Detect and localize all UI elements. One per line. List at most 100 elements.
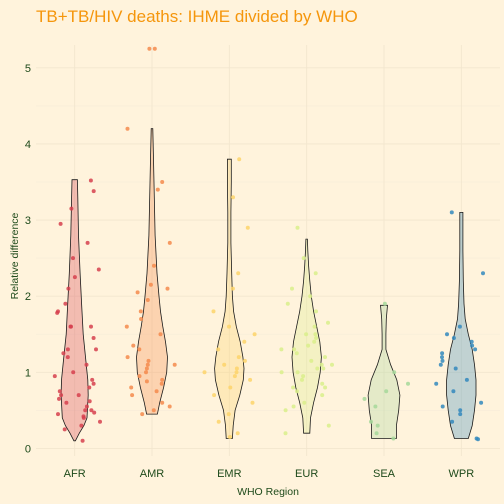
point-sea <box>382 301 387 306</box>
point-amr <box>131 343 136 348</box>
point-afr <box>64 400 69 405</box>
point-eur <box>312 339 317 344</box>
point-afr <box>84 362 89 367</box>
point-eur <box>302 400 307 405</box>
point-eur <box>283 431 288 436</box>
y-tick-label: 1 <box>25 367 31 379</box>
point-emr <box>234 366 239 371</box>
point-wpr <box>481 271 485 276</box>
point-sea <box>384 389 389 394</box>
point-emr <box>222 362 227 367</box>
point-eur <box>279 347 284 352</box>
point-amr <box>155 187 160 192</box>
point-emr <box>216 419 221 424</box>
point-emr <box>216 347 221 352</box>
violin-eur <box>291 238 322 434</box>
point-amr <box>140 412 145 417</box>
point-wpr <box>458 408 463 413</box>
point-wpr <box>440 355 444 360</box>
point-eur <box>312 324 317 329</box>
point-amr <box>137 374 142 379</box>
chart-title: TB+TB/HIV deaths: IHME divided by WHO <box>36 7 358 26</box>
point-afr <box>91 381 96 386</box>
point-afr <box>80 438 85 443</box>
point-sea <box>373 404 378 409</box>
point-sea <box>369 419 373 424</box>
point-sea <box>375 423 380 428</box>
point-eur <box>301 374 306 379</box>
point-afr <box>81 414 86 419</box>
point-afr <box>76 393 81 398</box>
point-amr <box>129 385 134 390</box>
point-eur <box>300 377 304 382</box>
point-amr <box>125 126 130 131</box>
point-emr <box>212 393 217 398</box>
point-afr <box>66 286 71 291</box>
point-amr <box>138 309 143 314</box>
point-eur <box>313 332 318 337</box>
point-emr <box>250 400 255 405</box>
point-amr <box>147 46 152 51</box>
point-wpr <box>440 358 445 363</box>
point-afr <box>90 377 95 382</box>
point-eur <box>320 393 325 398</box>
point-amr <box>151 408 156 413</box>
point-afr <box>83 408 88 413</box>
point-emr <box>237 157 242 162</box>
point-afr <box>96 267 101 272</box>
point-amr <box>137 347 142 352</box>
x-axis-label: WHO Region <box>237 486 299 498</box>
point-afr <box>59 393 64 398</box>
point-wpr <box>449 210 454 215</box>
point-amr <box>154 389 159 394</box>
point-eur <box>279 370 284 375</box>
x-tick-label: AFR <box>64 468 86 480</box>
violin-afr <box>60 179 89 442</box>
point-emr <box>245 225 250 230</box>
point-afr <box>85 240 90 245</box>
point-wpr <box>473 347 478 352</box>
point-wpr <box>464 377 469 382</box>
point-afr <box>55 310 60 315</box>
point-emr <box>232 374 237 379</box>
point-afr <box>69 206 74 211</box>
point-afr <box>79 423 84 428</box>
grid <box>36 45 500 456</box>
point-eur <box>315 366 320 371</box>
point-afr <box>65 347 70 352</box>
point-amr <box>125 355 130 360</box>
point-amr <box>144 366 149 371</box>
point-wpr <box>469 339 474 344</box>
y-tick-label: 4 <box>25 139 31 151</box>
point-sea <box>374 431 379 436</box>
point-amr <box>165 286 170 291</box>
violin-amr <box>136 128 168 415</box>
point-wpr <box>440 351 445 356</box>
point-eur <box>326 320 330 325</box>
point-wpr <box>451 389 456 394</box>
point-eur <box>313 271 318 276</box>
point-amr <box>139 317 144 321</box>
point-eur <box>295 225 300 230</box>
point-eur <box>320 381 325 386</box>
point-afr <box>84 404 89 409</box>
point-wpr <box>470 343 475 348</box>
point-emr <box>230 286 235 291</box>
point-sea <box>391 436 396 441</box>
point-amr <box>135 290 140 295</box>
point-eur <box>321 366 326 371</box>
point-amr <box>160 180 165 184</box>
point-emr <box>202 370 207 375</box>
point-wpr <box>434 381 439 386</box>
point-afr <box>88 178 93 183</box>
y-tick-label: 3 <box>25 215 31 227</box>
point-afr <box>71 370 76 375</box>
point-wpr <box>474 436 479 441</box>
point-wpr <box>438 362 443 367</box>
point-emr <box>252 332 257 337</box>
point-afr <box>91 336 96 340</box>
point-sea <box>392 370 397 375</box>
point-emr <box>234 370 239 375</box>
x-tick-label: EMR <box>217 468 242 480</box>
